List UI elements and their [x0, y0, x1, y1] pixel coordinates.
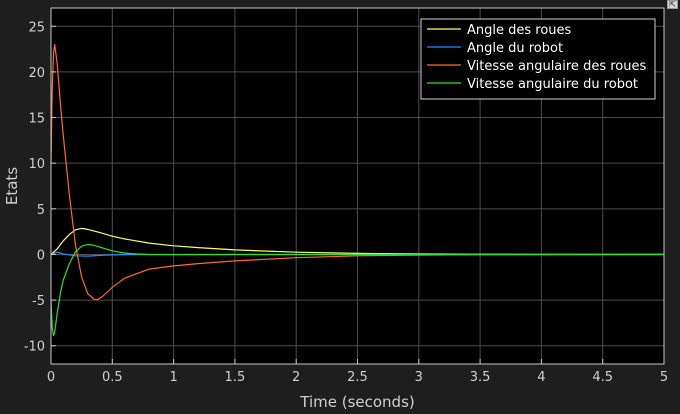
- legend-entry[interactable]: Angle des roues: [467, 23, 572, 38]
- legend-entry[interactable]: Vitesse angulaire des roues: [467, 59, 646, 74]
- legend-entry[interactable]: Vitesse angulaire du robot: [467, 77, 638, 92]
- x-tick-label: 2: [292, 370, 300, 385]
- x-tick-label: 3.5: [470, 370, 491, 385]
- x-tick-label: 1: [169, 370, 177, 385]
- y-tick-label: 10: [28, 157, 45, 172]
- y-tick-label: 15: [28, 112, 45, 127]
- x-tick-label: 5: [660, 370, 668, 385]
- x-tick-label: 4.5: [592, 370, 613, 385]
- series-lines: [50, 43, 665, 337]
- x-tick-label: 3: [415, 370, 423, 385]
- series-line: [50, 243, 664, 337]
- y-tick-label: 25: [28, 20, 45, 35]
- undock-icon[interactable]: ⇱: [667, 0, 678, 9]
- x-tick-label: 2.5: [347, 370, 368, 385]
- y-tick-label: -10: [24, 340, 45, 355]
- x-tick-label: 1.5: [225, 370, 246, 385]
- x-tick-label: 0: [47, 370, 55, 385]
- x-tick-label: 4: [537, 370, 545, 385]
- y-tick-label: 0: [37, 248, 45, 263]
- series-line: [50, 43, 665, 301]
- y-tick-label: 20: [28, 66, 45, 81]
- x-ticks: 0 0.5 1 1.5 2 2.5 3 3.5 4 4.5 5: [47, 359, 668, 385]
- legend[interactable]: Angle des roues Angle du robot Vitesse ang…: [420, 18, 656, 100]
- legend-entry[interactable]: Angle du robot: [467, 41, 563, 56]
- y-axis-label: Etats: [3, 167, 21, 205]
- series-line: [50, 227, 665, 255]
- x-axis-label: Time (seconds): [299, 393, 415, 411]
- legend-box: [420, 18, 656, 100]
- x-tick-label: 0.5: [102, 370, 123, 385]
- y-tick-label: -5: [32, 294, 45, 309]
- y-tick-label: 5: [37, 203, 45, 218]
- y-ticks: -10 -5 0 5 10 15 20 25: [24, 20, 56, 355]
